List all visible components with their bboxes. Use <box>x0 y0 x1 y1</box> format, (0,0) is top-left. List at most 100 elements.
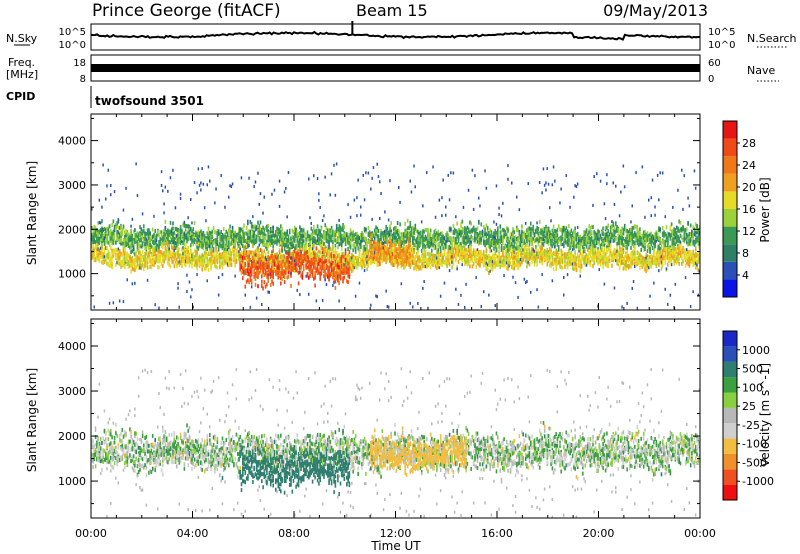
heatmap-cell <box>257 275 259 280</box>
heatmap-cell <box>306 237 309 242</box>
heatmap-cell <box>219 232 221 237</box>
heatmap-cell <box>258 202 260 206</box>
heatmap-cell <box>91 232 93 237</box>
heatmap-cell <box>302 246 305 251</box>
heatmap-cell <box>254 240 257 245</box>
heatmap-cell <box>176 243 178 248</box>
heatmap-cell <box>139 253 141 258</box>
heatmap-cell <box>207 234 210 239</box>
heatmap-cell <box>286 232 288 237</box>
heatmap-cell <box>181 263 183 268</box>
heatmap-cell <box>280 260 282 264</box>
heatmap-cell <box>234 237 236 242</box>
heatmap-cell <box>248 252 250 257</box>
heatmap-cell <box>219 265 221 270</box>
heatmap-cell <box>178 253 181 258</box>
heatmap-cell <box>131 217 134 221</box>
heatmap-cell <box>202 236 205 241</box>
heatmap-cell <box>230 263 233 268</box>
heatmap-cell <box>181 240 183 244</box>
heatmap-cell <box>136 255 139 260</box>
heatmap-cell <box>163 229 165 234</box>
heatmap-cell <box>226 248 229 252</box>
heatmap-cell <box>101 237 103 242</box>
heatmap-cell <box>308 249 310 254</box>
heatmap-cell <box>206 246 209 251</box>
nave-label: Nave <box>747 64 775 77</box>
heatmap-cell <box>301 233 304 238</box>
heatmap-cell <box>158 249 160 254</box>
heatmap-cell <box>183 237 186 242</box>
heatmap-cell <box>217 229 220 234</box>
heatmap-cell <box>249 266 252 271</box>
nsky-tick-bottom: 10^0 <box>59 40 86 51</box>
heatmap-cell <box>243 255 245 260</box>
heatmap-cell <box>164 246 167 251</box>
heatmap-cell <box>258 254 261 259</box>
heatmap-cell <box>247 272 249 277</box>
heatmap-cell <box>261 274 263 279</box>
heatmap-cell <box>221 265 224 270</box>
heatmap-cell <box>108 237 111 242</box>
heatmap-cell <box>247 230 249 235</box>
heatmap-cell <box>360 245 362 249</box>
heatmap-cell <box>201 167 203 171</box>
heatmap-cell <box>183 220 186 224</box>
heatmap-cell <box>141 263 144 268</box>
heatmap-cell <box>91 244 93 248</box>
heatmap-cell <box>301 244 304 249</box>
heatmap-cell <box>178 247 181 252</box>
heatmap-cell <box>125 186 127 190</box>
station-title: Prince George (fitACF) <box>92 1 281 21</box>
heatmap-cell <box>257 220 259 225</box>
heatmap-cell <box>253 241 255 246</box>
heatmap-cell <box>348 270 351 275</box>
heatmap-cell <box>179 225 182 230</box>
heatmap-cell <box>398 229 400 234</box>
heatmap-cell <box>113 248 116 253</box>
heatmap-cell <box>212 241 215 246</box>
heatmap-cell <box>310 226 313 231</box>
heatmap-cell <box>224 252 226 257</box>
heatmap-cell <box>283 275 286 279</box>
heatmap-cell <box>271 241 273 245</box>
heatmap-cell <box>196 191 198 195</box>
heatmap-cell <box>297 232 300 236</box>
heatmap-cell <box>287 256 290 260</box>
heatmap-cell <box>243 239 245 244</box>
heatmap-cell <box>151 245 154 250</box>
heatmap-cell <box>367 226 370 230</box>
nsearch-tick-top: 10^5 <box>708 27 735 38</box>
heatmap-cell <box>304 231 306 236</box>
heatmap-cell <box>110 232 112 237</box>
heatmap-cell <box>162 264 164 268</box>
heatmap-cell <box>269 256 272 261</box>
heatmap-cell <box>111 265 113 270</box>
heatmap-cell <box>131 256 134 260</box>
heatmap-cell <box>197 230 200 235</box>
heatmap-cell <box>266 224 268 229</box>
heatmap-cell <box>291 228 294 233</box>
heatmap-cell <box>302 234 305 238</box>
heatmap-cell <box>244 253 247 258</box>
heatmap-cell <box>231 225 234 229</box>
heatmap-cell <box>282 257 285 262</box>
heatmap-cell <box>247 264 249 269</box>
heatmap-cell <box>229 242 231 247</box>
heatmap-cell <box>184 224 187 228</box>
heatmap-cell <box>179 236 182 241</box>
heatmap-cell <box>124 230 126 235</box>
heatmap-cell <box>219 255 221 259</box>
heatmap-cell <box>286 275 288 280</box>
heatmap-cell <box>267 237 269 241</box>
heatmap-cell <box>283 260 286 264</box>
heatmap-cell <box>400 282 403 286</box>
heatmap-cell <box>117 225 120 230</box>
heatmap-cell <box>177 232 179 237</box>
heatmap-cell <box>187 231 189 236</box>
heatmap-cell <box>244 249 247 254</box>
heatmap-cell <box>151 253 154 258</box>
heatmap-cell <box>160 230 163 235</box>
heatmap-cell <box>225 243 228 248</box>
heatmap-cell <box>196 245 198 250</box>
